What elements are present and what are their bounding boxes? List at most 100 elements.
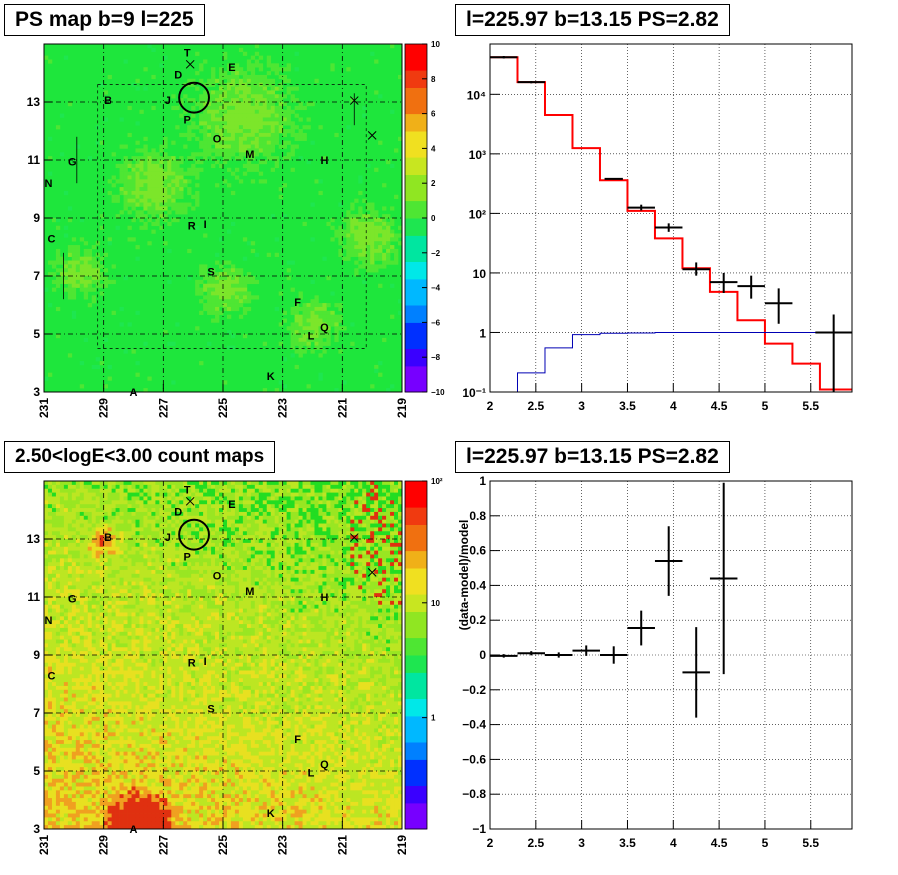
spectrum-x-tick-label: 4.5 — [711, 399, 728, 413]
residual-y-tick-label: −0.6 — [462, 752, 486, 766]
countmap-source-label: B — [104, 532, 112, 544]
psmap-y-tick-label: 3 — [33, 385, 40, 399]
residual-x-tick-label: 5 — [762, 836, 769, 850]
spectrum-x-tick-label: 5 — [762, 399, 769, 413]
residual-x-tick-label: 4 — [670, 836, 677, 850]
countmap-source-label: H — [320, 592, 328, 604]
countmap-source-label: L — [308, 767, 315, 779]
residual-y-tick-label: 0.8 — [469, 509, 486, 523]
countmap-colorbar-tick-label: 10 — [431, 599, 440, 608]
psmap-source-label: A — [130, 387, 138, 399]
countmap-source-label: E — [228, 499, 235, 511]
countmap-colorbar-frame — [404, 480, 428, 830]
psmap-cross-marker — [185, 59, 195, 69]
countmap-panel: TD E B J P O M H G N R I C S F QL K A 231 229 227 225 223 221 21… — [27, 477, 443, 855]
countmap-source-label: N — [44, 615, 52, 627]
psmap-source-label: M — [245, 149, 254, 161]
countmap-source-label: Q — [320, 759, 329, 771]
countmap-y-tick-label: 13 — [27, 532, 41, 546]
countmap-target-circle — [178, 518, 210, 551]
spectrum-panel: 2 2.5 3 3.5 4 4.5 5 5.5 10⁻¹ 1 10 10² 10³ 10⁴ — [462, 43, 853, 413]
residual-x-tick-label: 3.5 — [619, 836, 636, 850]
psmap-source-label: S — [207, 267, 214, 279]
psmap-source-label: E — [228, 62, 235, 74]
residual-x-tick-label: 2 — [487, 836, 494, 850]
countmap-source-label: A — [130, 824, 138, 836]
psmap-y-tick-label: 9 — [33, 211, 40, 225]
psmap-colorbar-tick-label: −8 — [431, 353, 441, 362]
background-step-line — [516, 331, 852, 392]
spectrum-plot-area — [490, 44, 852, 392]
countmap-cross-marker — [349, 533, 359, 542]
countmap-source-label: T — [184, 485, 191, 497]
countmap-source-label: K — [267, 808, 275, 820]
psmap-source-label: F — [294, 297, 301, 309]
residual-y-tick-label: −0.2 — [462, 683, 486, 697]
residual-y-tick-label: 0.6 — [469, 544, 486, 558]
psmap-colorbar-tick-label: −10 — [431, 388, 445, 397]
residual-y-axis-label: (data-model)/model — [457, 520, 471, 631]
psmap-source-label: R — [188, 220, 196, 232]
countmap-title: 2.50<logE<3.00 count maps — [4, 441, 276, 473]
countmap-y-tick-label: 7 — [33, 706, 40, 720]
spectrum-frame — [489, 43, 853, 393]
spectrum-y-tick-label: 10 — [473, 267, 487, 281]
countmap-source-label: O — [213, 570, 222, 582]
psmap-y-tick-label: 7 — [33, 269, 40, 283]
countmap-pixels — [44, 481, 403, 830]
psmap-cross-marker — [349, 96, 359, 105]
psmap-source-label: P — [184, 114, 191, 126]
psmap-x-tick-label: 221 — [335, 398, 349, 418]
spectrum-y-tick-label: 10² — [469, 207, 486, 221]
residual-y-tick-label: −0.4 — [462, 718, 486, 732]
psmap-colorbar-tick-label: 8 — [431, 75, 436, 84]
spectrum-x-tick-label: 4 — [670, 399, 677, 413]
psmap-colorbar-tick-label: −4 — [431, 284, 441, 293]
psmap-source-label: I — [204, 219, 207, 231]
countmap-cross-marker — [367, 567, 377, 577]
spectrum-y-tick-label: 10³ — [469, 148, 486, 162]
psmap-source-label: K — [267, 371, 275, 383]
residual-title: l=225.97 b=13.15 PS=2.82 — [455, 441, 730, 473]
psmap-target-circle — [178, 81, 210, 114]
psmap-source-label: O — [213, 133, 222, 145]
countmap-source-label: D — [174, 506, 182, 518]
residual-x-tick-label: 3 — [578, 836, 585, 850]
spectrum-y-tick-label: 1 — [479, 326, 486, 340]
psmap-colorbar-tick-label: 6 — [431, 110, 436, 119]
psmap-colorbar-tick-label: −2 — [431, 249, 441, 258]
countmap-source-label: F — [294, 734, 301, 746]
spectrum-x-tick-label: 5.5 — [802, 399, 819, 413]
residual-y-tick-label: 0.4 — [469, 578, 486, 592]
model-step-line — [490, 56, 852, 391]
spectrum-x-tick-label: 2.5 — [527, 399, 544, 413]
countmap-colorbar-tick-label: 10² — [431, 477, 443, 486]
psmap-colorbar: 10 8 6 4 2 0 −2 −4 −6 −8 −10 — [404, 40, 445, 397]
psmap-colorbar-tick-label: 0 — [431, 214, 436, 223]
psmap-x-tick-label: 229 — [97, 398, 111, 418]
countmap-source-label: I — [204, 656, 207, 668]
psmap-source-label: N — [44, 178, 52, 190]
psmap-x-tick-label: 225 — [216, 398, 230, 418]
residual-x-tick-label: 2.5 — [527, 836, 544, 850]
countmap-source-label: R — [188, 657, 196, 669]
countmap-x-tick-label: 227 — [156, 835, 170, 855]
psmap-source-label: L — [308, 330, 315, 342]
psmap-source-label: D — [174, 69, 182, 81]
residual-y-tick-label: −1 — [472, 822, 486, 836]
psmap-y-tick-label: 5 — [33, 327, 40, 341]
countmap-y-tick-label: 9 — [33, 648, 40, 662]
countmap-y-tick-label: 11 — [27, 590, 40, 604]
spectrum-y-tick-label: 10⁻¹ — [462, 386, 486, 400]
psmap-y-tick-label: 13 — [27, 95, 41, 109]
psmap-x-tick-label: 223 — [276, 398, 290, 418]
residual-panel: 2 2.5 3 3.5 4 4.5 5 5.5 1 0.8 0.6 0.4 0.2 0 −0.2 −0.4 −0… — [457, 474, 853, 850]
countmap-x-tick-label: 231 — [37, 835, 51, 855]
psmap-source-label: J — [165, 95, 171, 107]
psmap-cross-marker — [367, 130, 377, 140]
psmap-colorbar-tick-label: 2 — [431, 179, 436, 188]
residual-x-tick-label: 5.5 — [802, 836, 819, 850]
